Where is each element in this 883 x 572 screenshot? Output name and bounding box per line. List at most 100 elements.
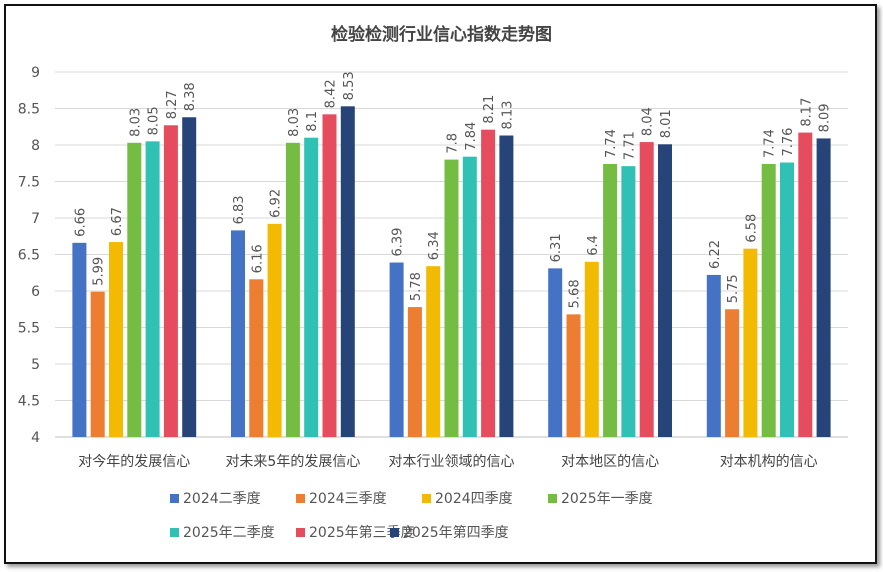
bar: [584, 261, 599, 437]
bar: [163, 125, 178, 437]
bar: [621, 166, 636, 438]
bar: [725, 309, 740, 437]
data-label: 5.75: [726, 274, 741, 303]
y-tick-label: 8: [31, 138, 40, 154]
data-label: 6.66: [73, 208, 88, 237]
x-tick-label: 对本地区的信心: [561, 454, 659, 470]
legend-swatch: [296, 527, 305, 537]
legend-item: 2024二季度: [170, 488, 261, 508]
bar: [249, 279, 264, 437]
legend-label: 2024二季度: [183, 491, 261, 507]
legend-swatch: [170, 493, 179, 503]
data-label: 7.76: [781, 128, 796, 157]
data-label: 8.03: [287, 108, 302, 137]
bar: [407, 307, 422, 437]
legend-swatch: [170, 527, 179, 537]
data-label: 6.58: [744, 214, 759, 243]
data-label: 8.42: [324, 79, 339, 108]
data-label: 6.34: [427, 231, 442, 260]
data-label: 6.16: [250, 244, 265, 273]
bar: [426, 266, 441, 437]
y-tick-label: 6: [31, 284, 40, 300]
x-tick-label: 对未来5年的发展信心: [225, 454, 360, 470]
bar: [639, 142, 654, 437]
legend-item: 2024四季度: [422, 488, 513, 508]
data-label: 8.01: [659, 109, 674, 138]
legend-label: 2025年一季度: [561, 491, 653, 507]
data-label: 8.38: [183, 82, 198, 111]
bar: [780, 162, 794, 437]
data-label: 6.31: [549, 233, 564, 262]
data-label: 5.99: [92, 257, 107, 286]
legend-label: 2025年第三季度: [309, 525, 415, 541]
bar: [481, 129, 496, 438]
bar: [548, 268, 563, 437]
y-tick-label: 8.5: [18, 102, 40, 118]
data-label: 7.84: [464, 122, 479, 151]
data-label: 8.04: [641, 107, 656, 136]
bar: [127, 142, 142, 437]
legend-item: 2025年第四季度: [390, 522, 509, 542]
legend-item: 2025年一季度: [548, 488, 653, 508]
data-label: 8.13: [500, 101, 515, 130]
x-tick-label: 对今年的发展信心: [78, 454, 190, 470]
x-tick-label: 对本机构的信心: [720, 454, 818, 470]
legend-label: 2024四季度: [435, 491, 513, 507]
bar: [322, 114, 337, 437]
data-label: 6.22: [708, 240, 723, 269]
data-label: 8.03: [128, 108, 143, 137]
legend-swatch: [390, 527, 399, 537]
bar: [90, 291, 105, 437]
y-tick-label: 5: [31, 357, 40, 373]
legend-label: 2025年二季度: [183, 525, 275, 541]
bar: [285, 142, 300, 437]
y-tick-label: 4.5: [18, 394, 40, 410]
data-label: 6.67: [110, 207, 125, 236]
bar: [816, 138, 831, 437]
data-label: 5.78: [409, 272, 424, 301]
y-tick-label: 9: [31, 65, 40, 81]
legend-item: 2025年二季度: [170, 522, 275, 542]
bar: [267, 223, 282, 437]
data-label: 6.83: [232, 195, 247, 224]
bar: [444, 159, 459, 437]
legend-label: 2024三季度: [309, 491, 387, 507]
bar: [231, 230, 245, 437]
data-label: 6.39: [391, 228, 406, 257]
bar: [389, 262, 404, 437]
bar: [566, 314, 581, 437]
data-label: 8.27: [165, 90, 180, 119]
y-tick-label: 7.5: [18, 175, 40, 191]
bar: [145, 141, 160, 437]
data-label: 8.53: [342, 71, 357, 100]
data-label: 6.4: [586, 235, 601, 256]
y-tick-label: 4: [31, 430, 40, 446]
chart-title: 检验检测行业信心指数走势图: [331, 25, 552, 45]
bar: [304, 137, 319, 437]
data-label: 8.21: [482, 95, 497, 124]
legend-swatch: [296, 493, 305, 503]
bar: [706, 274, 721, 437]
bar: [743, 248, 758, 437]
x-tick-label: 对本行业领域的信心: [389, 454, 515, 470]
bar: [72, 242, 87, 437]
data-label: 6.92: [269, 189, 284, 218]
legend-swatch: [548, 493, 557, 503]
y-tick-label: 7: [31, 211, 40, 227]
legend-item: 2024三季度: [296, 488, 387, 508]
data-label: 5.68: [568, 279, 583, 308]
bar: [340, 106, 355, 437]
data-label: 8.05: [147, 106, 162, 135]
legend-label: 2025年第四季度: [403, 525, 509, 541]
y-tick-label: 5.5: [18, 321, 40, 337]
bar: [499, 135, 514, 437]
data-label: 8.09: [818, 103, 833, 132]
y-tick-label: 6.5: [18, 248, 40, 264]
legend-item: 2025年第三季度: [296, 522, 415, 542]
data-label: 7.74: [604, 129, 619, 158]
legend-swatch: [422, 493, 431, 503]
data-label: 8.17: [799, 98, 814, 127]
bar: [182, 117, 197, 437]
bar: [658, 144, 672, 437]
